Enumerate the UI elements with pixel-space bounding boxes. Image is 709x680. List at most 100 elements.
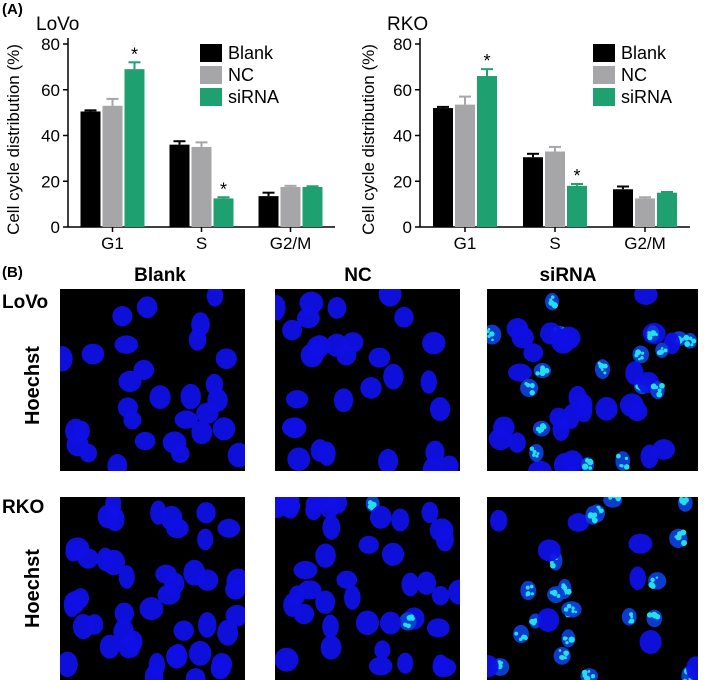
chromatin-fragment	[566, 603, 572, 609]
chromatin-fragment	[655, 576, 659, 579]
chromatin-fragment	[651, 579, 655, 582]
nucleus	[421, 501, 439, 524]
chromatin-fragment	[549, 590, 554, 595]
chromatin-fragment	[531, 618, 538, 625]
micrograph-lovo-sirna	[487, 289, 698, 471]
row-header-rko: RKO	[2, 497, 45, 518]
chromatin-fragment	[540, 365, 546, 371]
nucleus	[336, 570, 358, 589]
nucleus	[383, 363, 404, 390]
panel-b-label: (B)	[2, 264, 23, 281]
legend-swatch-sirna	[593, 88, 615, 106]
nucleus	[318, 441, 336, 466]
chromatin-fragment	[530, 592, 534, 596]
chromatin-fragment	[688, 336, 693, 341]
chart-title: LoVo	[36, 14, 79, 35]
chromatin-fragment	[543, 367, 550, 374]
nucleus	[188, 640, 212, 666]
nucleus	[368, 656, 393, 676]
nucleus	[225, 604, 245, 627]
nucleus	[368, 347, 391, 368]
nucleus	[114, 602, 134, 625]
chromatin-fragment	[650, 330, 657, 337]
nucleus	[217, 518, 241, 538]
chromatin-fragment	[602, 363, 608, 369]
chromatin-fragment	[629, 612, 633, 617]
cell-cycle-chart-lovo: LoVo Cell cycle distribution (%) 0 20 40 60 80…	[4, 14, 335, 253]
chromatin-fragment	[553, 593, 557, 597]
chromatin-fragment	[658, 352, 661, 356]
y-tick-label: 80	[393, 35, 412, 54]
nucleus	[196, 502, 216, 524]
nucleus	[528, 460, 552, 471]
chromatin-fragment	[525, 383, 531, 388]
nucleus	[293, 560, 318, 580]
legend-label-blank: Blank	[621, 43, 667, 63]
bar-nc-g2/m	[635, 198, 655, 227]
nucleus	[123, 630, 143, 653]
nucleus	[198, 612, 217, 638]
panel-a-label: (A)	[2, 1, 23, 18]
legend-swatch-blank	[593, 44, 615, 62]
nucleus	[278, 497, 301, 518]
y-tick-label: 20	[393, 172, 412, 191]
chromatin-fragment	[529, 446, 535, 452]
chromatin-fragment	[558, 649, 562, 652]
chromatin-fragment	[585, 458, 590, 463]
x-tick-label: G1	[454, 234, 477, 253]
chromatin-fragment	[628, 620, 632, 624]
nucleus	[112, 305, 133, 327]
y-tick-label: 60	[41, 81, 60, 100]
chromatin-fragment	[590, 673, 596, 679]
chromatin-fragment	[487, 327, 491, 331]
chromatin-fragment	[582, 463, 589, 470]
nucleus	[305, 500, 322, 521]
nucleus	[298, 580, 322, 600]
legend-label-sirna: siRNA	[621, 87, 672, 107]
chromatin-fragment	[679, 497, 684, 502]
nucleus	[507, 363, 532, 382]
chromatin-fragment	[532, 453, 536, 457]
y-axis-label: Cell cycle distribution (%)	[359, 44, 378, 235]
nucleus	[66, 590, 85, 614]
nucleus	[595, 396, 618, 421]
chromatin-fragment	[608, 497, 613, 500]
chromatin-fragment	[487, 334, 491, 338]
nucleus	[358, 535, 379, 554]
nucleus	[102, 549, 125, 576]
nucleus	[211, 652, 233, 676]
nucleus	[296, 308, 320, 329]
nucleus	[282, 417, 306, 438]
chromatin-fragment	[592, 512, 598, 518]
y-tick-label: 0	[403, 218, 412, 237]
stain-label-rko: Hoechst	[22, 549, 44, 628]
bar-blank-g2/m	[613, 189, 633, 227]
chromatin-fragment	[620, 464, 624, 468]
nucleus	[561, 629, 576, 648]
nucleus	[148, 652, 166, 678]
nucleus	[439, 455, 459, 471]
chromatin-fragment	[548, 299, 555, 306]
legend-swatch-sirna	[200, 88, 222, 106]
chromatin-fragment	[525, 585, 530, 590]
bar-sirna-g2/m	[302, 186, 323, 227]
y-tick-label: 40	[393, 127, 412, 146]
nucleus	[487, 654, 499, 678]
bar-sirna-s	[213, 198, 234, 227]
y-tick-label: 0	[51, 218, 60, 237]
nucleus	[191, 420, 213, 445]
nucleus	[315, 543, 336, 568]
bar-sirna-g2/m	[657, 192, 677, 227]
legend-swatch-blank	[200, 44, 222, 62]
chromatin-fragment	[656, 391, 663, 398]
significance-mark: *	[220, 179, 227, 199]
nucleus	[380, 611, 402, 635]
chromatin-fragment	[660, 347, 664, 350]
nucleus	[626, 401, 648, 422]
nucleus	[81, 343, 105, 365]
nucleus	[422, 331, 446, 355]
bar-nc-g1	[102, 105, 123, 227]
nucleus	[285, 390, 309, 409]
chromatin-fragment	[691, 338, 697, 344]
nucleus	[79, 443, 98, 463]
